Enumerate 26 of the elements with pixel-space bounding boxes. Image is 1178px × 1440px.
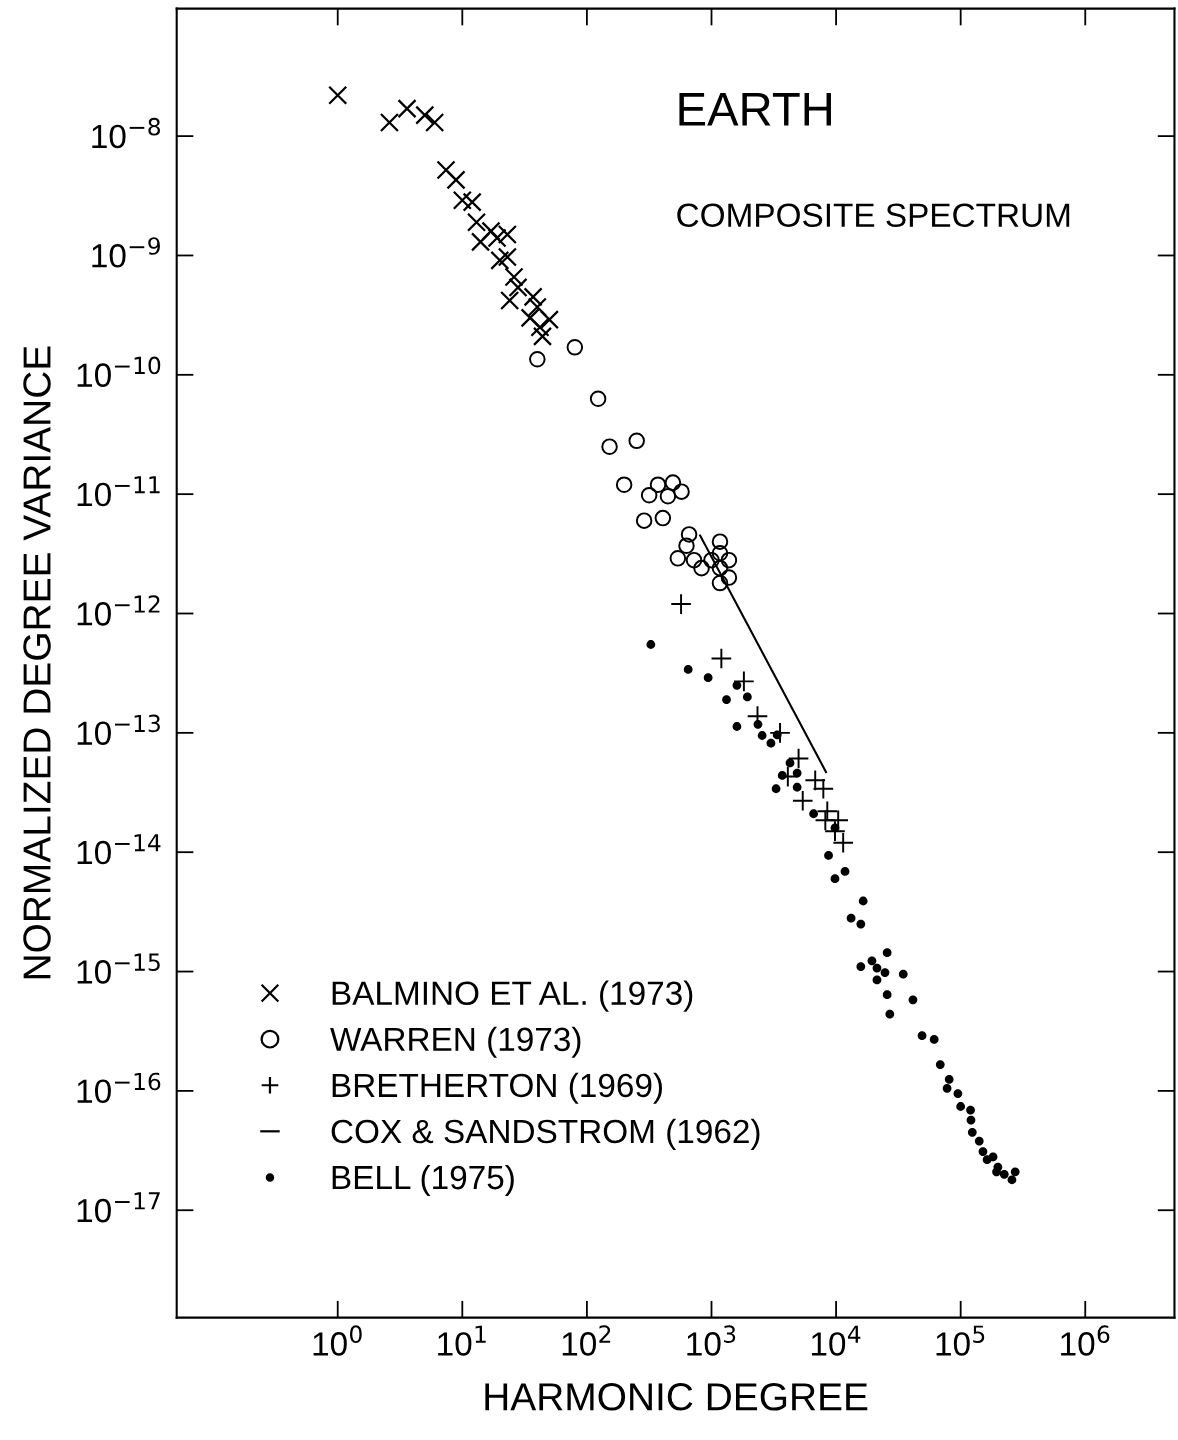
- x-tick-label: 10$^{4}$: [811, 1325, 861, 1356]
- y-tick-label: 10$^{−17}$: [77, 1192, 160, 1223]
- y-tick-label: 10$^{−13}$: [77, 714, 160, 745]
- x-tick-label: 10$^{5}$: [936, 1325, 985, 1356]
- x-axis-title: HARMONIC DEGREE: [485, 1383, 868, 1411]
- legend-label: BALMINO ET AL. (1973): [332, 980, 693, 1012]
- y-tick-label: 10$^{−15}$: [77, 953, 160, 984]
- y-tick-label: 10$^{−16}$: [77, 1072, 161, 1104]
- y-tick-label: 10$^{−12}$: [77, 595, 160, 626]
- x-tick-label: 10$^{3}$: [687, 1325, 736, 1356]
- x-tick-label: 10$^{2}$: [562, 1325, 611, 1356]
- y-tick-label: 10$^{−9}$: [92, 237, 160, 268]
- x-tick-label: 10$^{0}$: [313, 1325, 362, 1356]
- y-tick-label: 10$^{−8}$: [92, 117, 161, 149]
- legend-label: WARREN (1973): [330, 1026, 581, 1058]
- legend-label: BELL (1975): [332, 1164, 514, 1196]
- y-tick-label: 10$^{−11}$: [77, 476, 160, 507]
- y-tick-label: 10$^{−10}$: [77, 356, 161, 387]
- annotation: COMPOSITE SPECTRUM: [677, 203, 1070, 228]
- y-axis-title: NORMALIZED DEGREE VARIANCE: [23, 346, 51, 979]
- legend-label: BRETHERTON (1969): [332, 1072, 662, 1104]
- legend-label: COX & SANDSTROM (1962): [331, 1118, 760, 1150]
- y-tick-label: 10$^{−14}$: [77, 834, 161, 865]
- annotation: EARTH: [679, 93, 831, 126]
- x-tick-label: 10$^{1}$: [438, 1325, 486, 1356]
- x-tick-label: 10$^{6}$: [1061, 1325, 1110, 1356]
